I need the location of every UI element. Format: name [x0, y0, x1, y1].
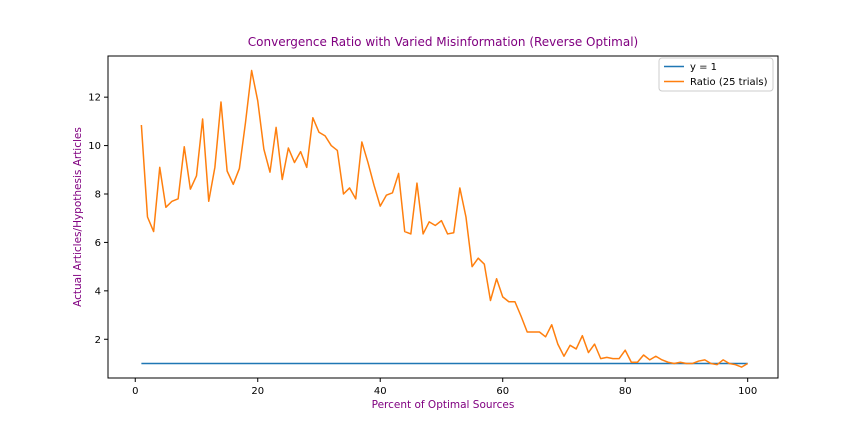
axes-layer: 0 20 40 60 80 100 2 4 6 8 10 12 — [88, 55, 779, 397]
y-axis-title: Actual Articles/Hypothesis Articles — [72, 127, 84, 307]
y-tick-label: 4 — [95, 286, 101, 297]
y-tick-label: 12 — [88, 93, 101, 104]
x-tick-label: 80 — [619, 386, 632, 397]
legend-label: Ratio (25 trials) — [690, 77, 768, 88]
axes-frame — [107, 55, 779, 379]
x-tick-label: 100 — [738, 386, 757, 397]
y-tick-label: 2 — [95, 335, 101, 346]
series-layer — [140, 69, 749, 368]
x-tick-label: 60 — [496, 386, 509, 397]
x-axis-title: Percent of Optimal Sources — [372, 399, 515, 411]
legend-label: y = 1 — [690, 62, 717, 73]
x-tick-label: 40 — [374, 386, 387, 397]
chart-title: Convergence Ratio with Varied Misinforma… — [248, 35, 638, 49]
y-tick-label: 6 — [95, 238, 101, 249]
y-tick-label: 8 — [95, 190, 101, 201]
legend-box — [658, 57, 774, 92]
y-tick-label: 10 — [88, 141, 101, 152]
x-tick-label: 20 — [251, 386, 264, 397]
legend: y = 1 Ratio (25 trials) — [658, 57, 774, 92]
x-tick-label: 0 — [132, 386, 138, 397]
series-line-2 — [140, 69, 749, 368]
